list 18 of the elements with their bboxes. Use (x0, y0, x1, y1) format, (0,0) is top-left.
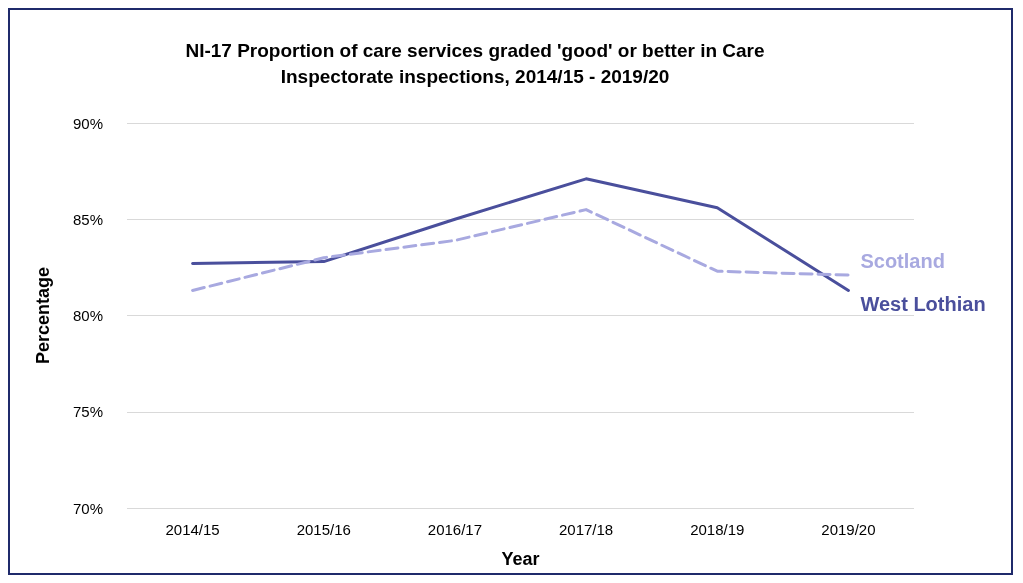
y-tick-label: 80% (72, 307, 103, 324)
y-axis-title: Percentage (33, 266, 53, 365)
x-tick-label: 2015/16 (296, 521, 351, 538)
x-tick-label: 2016/17 (427, 521, 483, 538)
x-tick-label: 2017/18 (558, 521, 614, 538)
chart-title: NI-17 Proportion of care services graded 'good' or better in Care Inspectorate inspections, 2014/15 - 2019/20 (185, 39, 765, 87)
y-tick-label: 75% (72, 403, 103, 421)
x-tick-label: 2018/19 (690, 521, 745, 538)
series-label: West Lothian (860, 293, 986, 316)
line-series (191, 177, 850, 292)
line-series (191, 208, 850, 292)
series-label: Scotland (860, 250, 945, 273)
x-tick-label: 2019/20 (821, 521, 876, 538)
x-tick-label: 2014/15 (165, 521, 220, 538)
y-tick-label: 90% (72, 114, 103, 132)
x-axis-title: Year (501, 549, 540, 569)
y-tick-label: 70% (72, 499, 103, 517)
y-tick-label: 85% (72, 210, 103, 228)
